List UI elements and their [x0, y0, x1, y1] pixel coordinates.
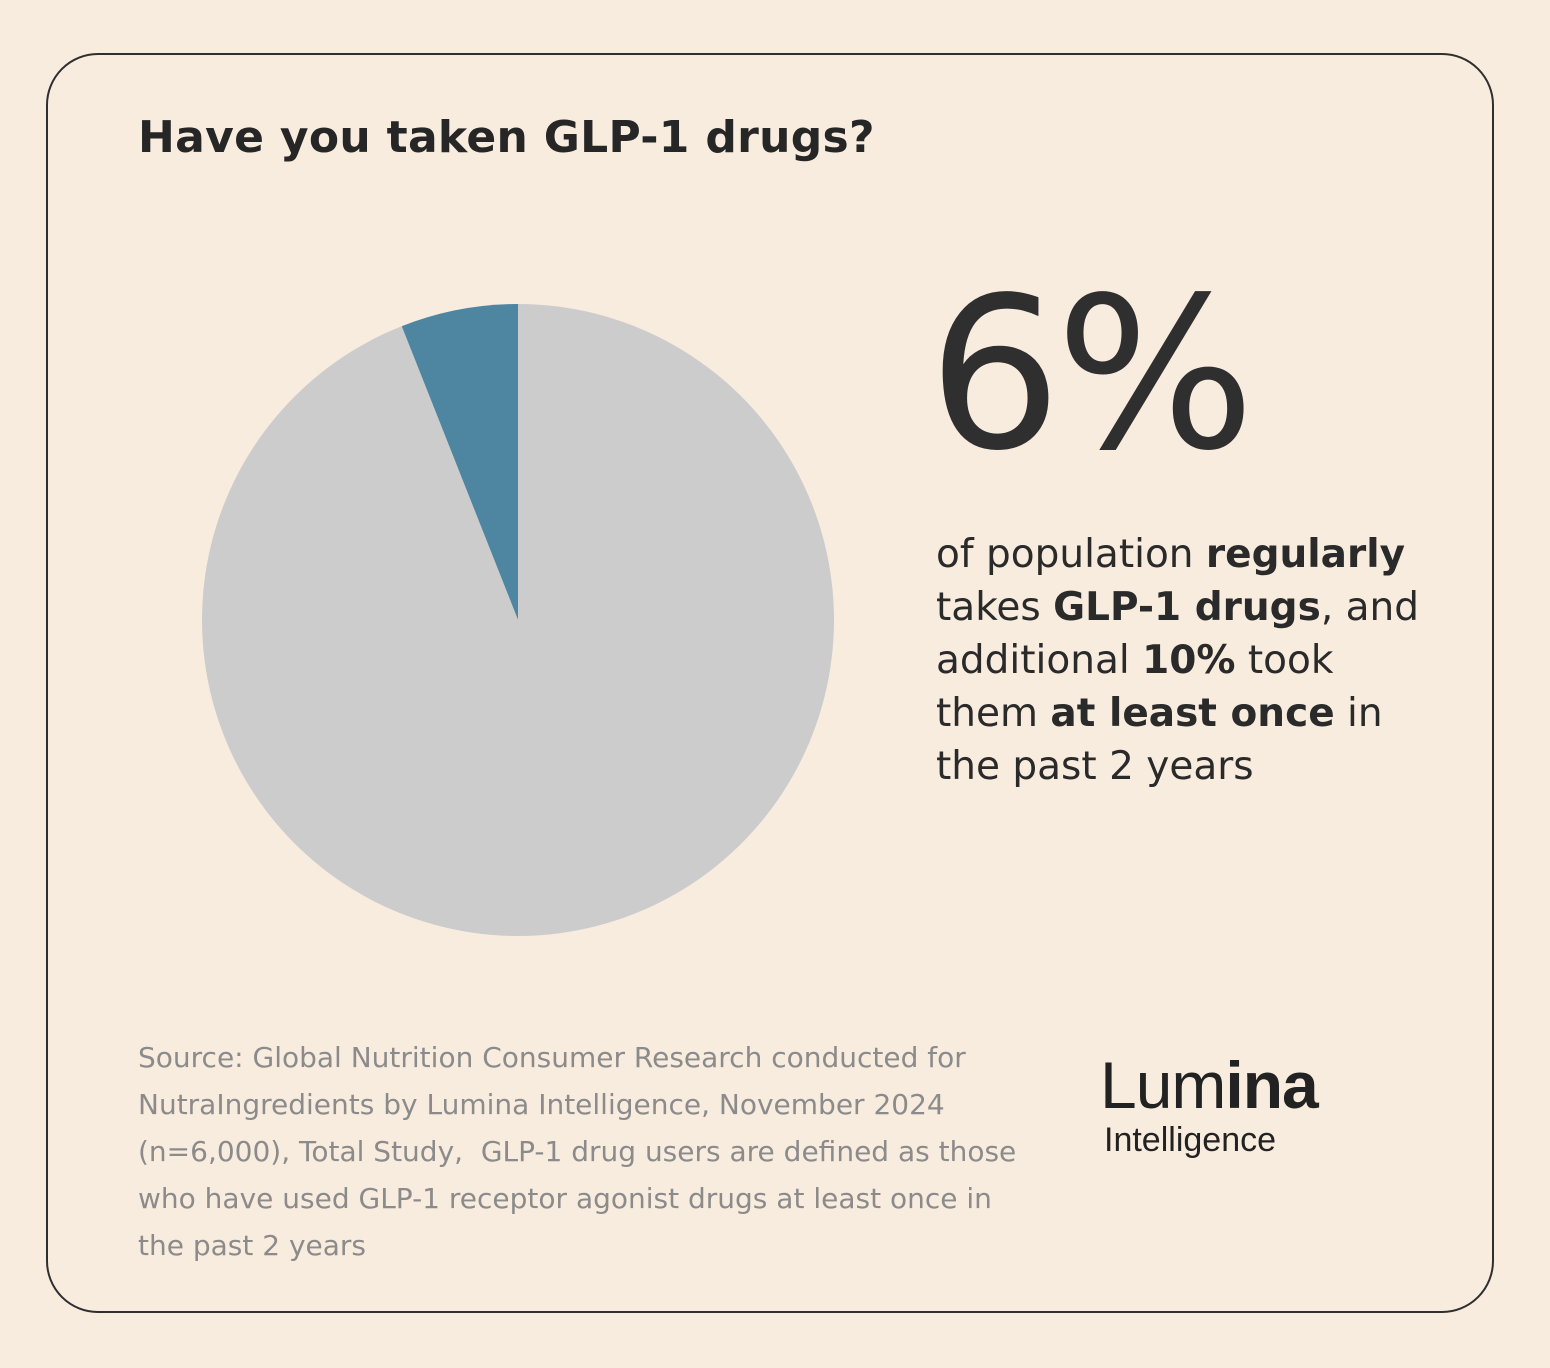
stat-line-4: them at least once in [936, 691, 1383, 736]
source-note: Source: Global Nutrition Consumer Resear… [138, 1034, 1078, 1269]
headline-percentage: 6% [928, 252, 1255, 497]
lumina-intelligence-logo: Lumina Intelligence [1100, 1048, 1319, 1160]
pie-slice-0 [401, 304, 518, 620]
pie-slice-1 [202, 304, 834, 936]
source-line-3: (n=6,000), Total Study, GLP-1 drug users… [138, 1135, 1017, 1168]
chart-title: Have you taken GLP-1 drugs? [138, 112, 875, 163]
stat-line-2: takes GLP-1 drugs, and [936, 585, 1419, 630]
logo-subtitle: Intelligence [1104, 1121, 1277, 1159]
stat-description: of population regularly takes GLP-1 drug… [936, 528, 1456, 793]
pie-chart [202, 304, 834, 936]
stat-line-3: additional 10% took [936, 638, 1334, 683]
stat-line-1: of population regularly [936, 532, 1405, 577]
source-line-5: the past 2 years [138, 1229, 367, 1262]
stat-line-5: the past 2 years [936, 744, 1254, 789]
source-line-2: NutraIngredients by Lumina Intelligence,… [138, 1088, 945, 1121]
source-line-4: who have used GLP-1 receptor agonist dru… [138, 1182, 992, 1215]
source-line-1: Source: Global Nutrition Consumer Resear… [138, 1041, 966, 1074]
infographic-card [46, 53, 1494, 1313]
logo-wordmark: Lumina [1100, 1048, 1319, 1122]
